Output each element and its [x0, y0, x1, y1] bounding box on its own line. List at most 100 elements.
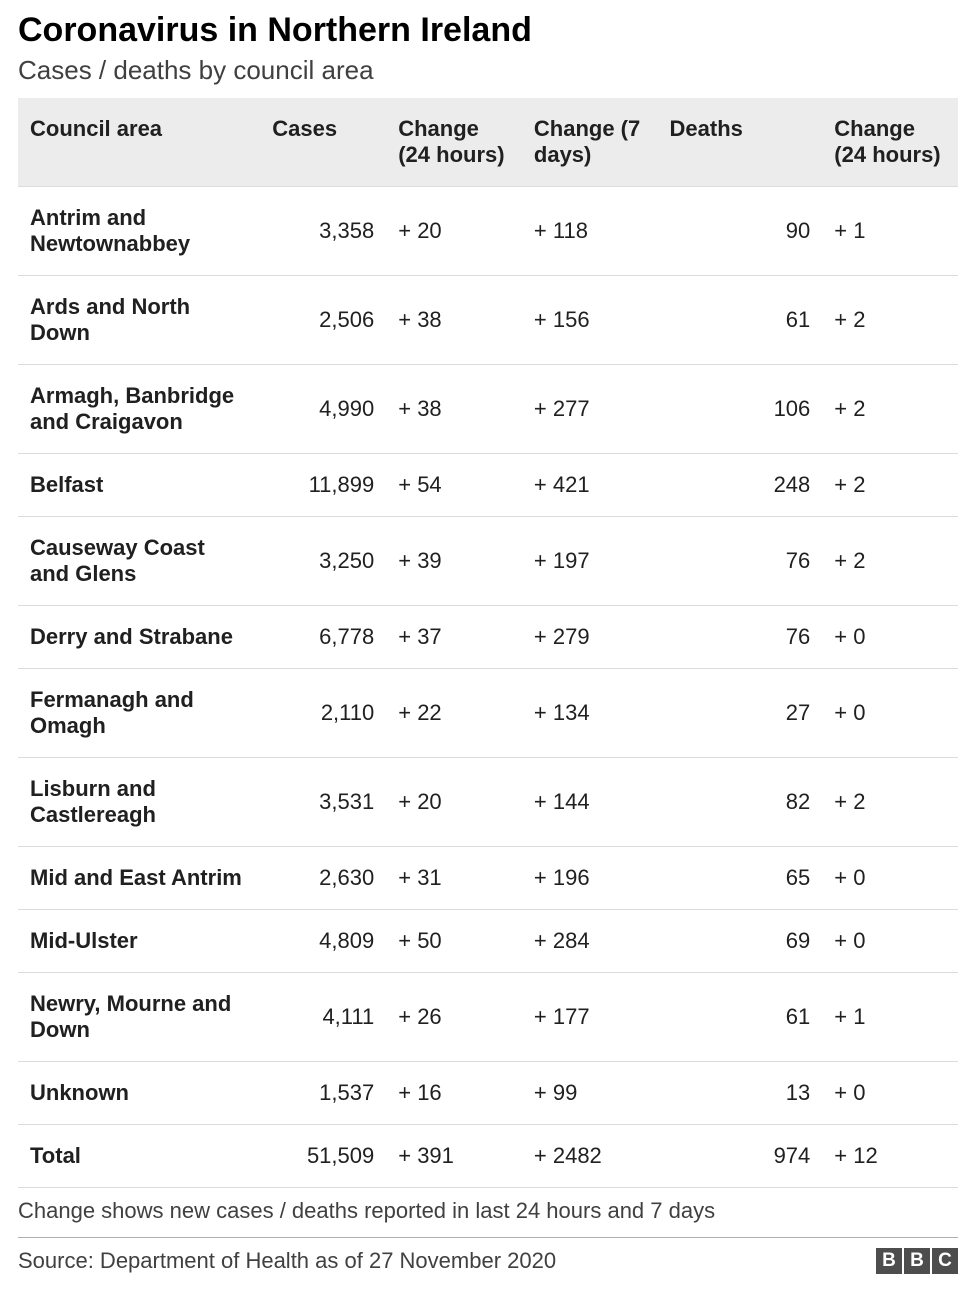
table-cell: 76 — [658, 516, 823, 605]
data-table: Council areaCasesChange (24 hours)Change… — [18, 98, 958, 1188]
table-cell: Ards and North Down — [18, 275, 260, 364]
table-cell: + 2 — [822, 757, 958, 846]
table-cell: Causeway Coast and Glens — [18, 516, 260, 605]
table-cell: + 2 — [822, 516, 958, 605]
table-cell: 27 — [658, 668, 823, 757]
table-row: Ards and North Down2,506+ 38+ 15661+ 2 — [18, 275, 958, 364]
table-cell: + 99 — [522, 1061, 658, 1124]
table-header-cell: Change (24 hours) — [822, 98, 958, 187]
table-cell: 106 — [658, 364, 823, 453]
bbc-logo-box: B — [876, 1248, 902, 1274]
table-cell: + 0 — [822, 668, 958, 757]
table-cell: Belfast — [18, 453, 260, 516]
table-cell: + 391 — [386, 1124, 522, 1187]
table-cell: + 2482 — [522, 1124, 658, 1187]
table-cell: + 177 — [522, 972, 658, 1061]
table-body: Antrim and Newtownabbey3,358+ 20+ 11890+… — [18, 186, 958, 1187]
table-cell: 974 — [658, 1124, 823, 1187]
table-cell: Lisburn and Castlereagh — [18, 757, 260, 846]
bbc-logo-box: B — [904, 1248, 930, 1274]
table-header-cell: Change (7 days) — [522, 98, 658, 187]
table-cell: 90 — [658, 186, 823, 275]
table-cell: + 197 — [522, 516, 658, 605]
table-row: Mid-Ulster4,809+ 50+ 28469+ 0 — [18, 909, 958, 972]
table-cell: + 144 — [522, 757, 658, 846]
table-cell: + 196 — [522, 846, 658, 909]
table-cell: 65 — [658, 846, 823, 909]
table-cell: 3,250 — [260, 516, 386, 605]
table-row: Fermanagh and Omagh2,110+ 22+ 13427+ 0 — [18, 668, 958, 757]
table-cell: 61 — [658, 275, 823, 364]
table-cell: + 54 — [386, 453, 522, 516]
table-cell: Mid and East Antrim — [18, 846, 260, 909]
table-cell: 61 — [658, 972, 823, 1061]
table-cell: Newry, Mourne and Down — [18, 972, 260, 1061]
table-cell: + 279 — [522, 605, 658, 668]
table-row: Lisburn and Castlereagh3,531+ 20+ 14482+… — [18, 757, 958, 846]
table-cell: + 20 — [386, 757, 522, 846]
table-row: Unknown1,537+ 16+ 9913+ 0 — [18, 1061, 958, 1124]
table-cell: + 2 — [822, 275, 958, 364]
table-cell: 51,509 — [260, 1124, 386, 1187]
table-row: Derry and Strabane6,778+ 37+ 27976+ 0 — [18, 605, 958, 668]
table-row: Mid and East Antrim2,630+ 31+ 19665+ 0 — [18, 846, 958, 909]
table-cell: 69 — [658, 909, 823, 972]
table-header-cell: Cases — [260, 98, 386, 187]
table-row: Belfast11,899+ 54+ 421248+ 2 — [18, 453, 958, 516]
table-cell: + 39 — [386, 516, 522, 605]
table-cell: + 2 — [822, 364, 958, 453]
table-cell: + 31 — [386, 846, 522, 909]
table-cell: + 0 — [822, 846, 958, 909]
table-cell: 3,358 — [260, 186, 386, 275]
table-cell: + 118 — [522, 186, 658, 275]
table-row: Antrim and Newtownabbey3,358+ 20+ 11890+… — [18, 186, 958, 275]
table-cell: + 38 — [386, 275, 522, 364]
source-text: Source: Department of Health as of 27 No… — [18, 1248, 556, 1274]
table-cell: + 22 — [386, 668, 522, 757]
table-cell: + 12 — [822, 1124, 958, 1187]
table-cell: Fermanagh and Omagh — [18, 668, 260, 757]
table-cell: 6,778 — [260, 605, 386, 668]
table-cell: + 0 — [822, 605, 958, 668]
table-cell: + 0 — [822, 909, 958, 972]
table-row: Armagh, Banbridge and Craigavon4,990+ 38… — [18, 364, 958, 453]
table-row: Causeway Coast and Glens3,250+ 39+ 19776… — [18, 516, 958, 605]
table-cell: + 1 — [822, 186, 958, 275]
page-title: Coronavirus in Northern Ireland — [18, 10, 958, 51]
table-cell: 2,506 — [260, 275, 386, 364]
page-subtitle: Cases / deaths by council area — [18, 55, 958, 86]
table-row: Newry, Mourne and Down4,111+ 26+ 17761+ … — [18, 972, 958, 1061]
table-cell: + 20 — [386, 186, 522, 275]
table-cell: + 277 — [522, 364, 658, 453]
bbc-logo: B B C — [876, 1248, 958, 1274]
table-cell: 3,531 — [260, 757, 386, 846]
table-cell: Total — [18, 1124, 260, 1187]
table-cell: 4,809 — [260, 909, 386, 972]
table-cell: + 16 — [386, 1061, 522, 1124]
table-cell: + 26 — [386, 972, 522, 1061]
table-cell: 4,990 — [260, 364, 386, 453]
table-header-row: Council areaCasesChange (24 hours)Change… — [18, 98, 958, 187]
table-cell: 76 — [658, 605, 823, 668]
table-cell: 2,110 — [260, 668, 386, 757]
table-header-cell: Change (24 hours) — [386, 98, 522, 187]
table-cell: Armagh, Banbridge and Craigavon — [18, 364, 260, 453]
table-cell: + 1 — [822, 972, 958, 1061]
table-cell: + 421 — [522, 453, 658, 516]
table-cell: + 37 — [386, 605, 522, 668]
table-cell: 1,537 — [260, 1061, 386, 1124]
table-cell: 13 — [658, 1061, 823, 1124]
table-cell: + 156 — [522, 275, 658, 364]
table-cell: Antrim and Newtownabbey — [18, 186, 260, 275]
table-cell: + 2 — [822, 453, 958, 516]
table-cell: + 134 — [522, 668, 658, 757]
table-cell: 2,630 — [260, 846, 386, 909]
table-cell: + 284 — [522, 909, 658, 972]
table-cell: Mid-Ulster — [18, 909, 260, 972]
table-cell: Derry and Strabane — [18, 605, 260, 668]
table-cell: + 38 — [386, 364, 522, 453]
table-header-cell: Council area — [18, 98, 260, 187]
table-cell: 82 — [658, 757, 823, 846]
table-cell: 11,899 — [260, 453, 386, 516]
table-header-cell: Deaths — [658, 98, 823, 187]
